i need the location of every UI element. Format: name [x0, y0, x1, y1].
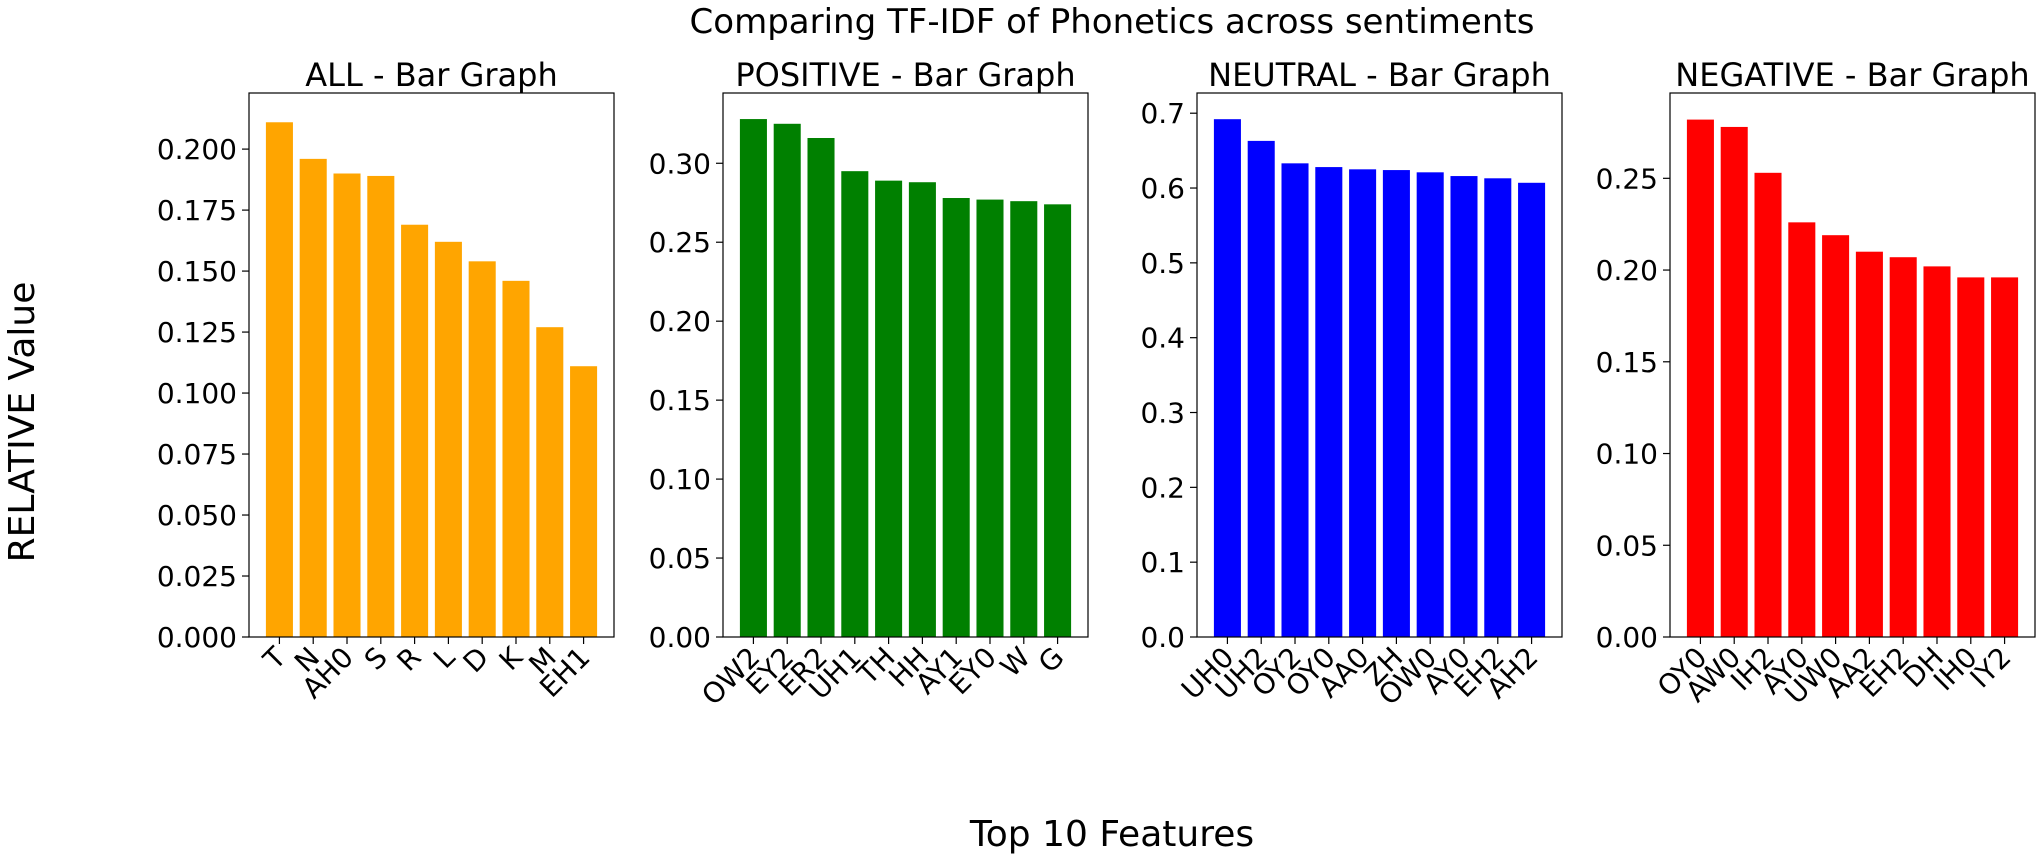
x-tick-label-l: L	[427, 640, 462, 675]
bar-t	[265, 122, 293, 637]
bar-r	[401, 224, 429, 638]
y-tick-label: 0.4	[1140, 322, 1185, 355]
bar-m	[536, 327, 564, 637]
bar-eh2	[1484, 178, 1512, 638]
x-tick-label-iy2: IY2	[1964, 641, 2018, 695]
bar-eh2	[1889, 257, 1917, 637]
bar-ay0	[1788, 222, 1816, 637]
y-tick-label: 0.050	[157, 499, 237, 532]
bar-eh1	[570, 366, 598, 637]
bar-ah0	[333, 173, 361, 637]
subplots: 0.000 0.025 0.050 0.075 0.100 0.125 0.150 0.175…	[157, 56, 2036, 712]
subplot-2: 0.000.050.100.150.200.250.30OW2EY2ER2UH1…	[649, 56, 1089, 712]
y-tick-label: 0.100	[157, 377, 237, 410]
bar-ih0	[1957, 277, 1985, 637]
subplot-3: 0.00.10.20.30.40.50.60.7UH0UH2OY2OY0AA0Z…	[1140, 56, 1563, 712]
subplot-title: ALL - Bar Graph	[305, 56, 557, 94]
bar-w	[1010, 201, 1038, 638]
y-tick-label: 0.05	[649, 542, 711, 575]
y-tick-label: 0.5	[1140, 247, 1185, 280]
axes-frame	[1196, 92, 1563, 638]
x-tick-label-r: R	[390, 641, 427, 678]
figure-y-axis-label: RELATIVE Value	[2, 282, 43, 563]
bar-ey0	[976, 199, 1004, 637]
axes-frame	[248, 92, 615, 638]
bar-uh1	[841, 171, 869, 638]
y-tick-label: 0.30	[649, 147, 711, 180]
subplot-title: NEUTRAL - Bar Graph	[1208, 56, 1551, 94]
subplot-title: POSITIVE - Bar Graph	[735, 56, 1075, 94]
bar-ah2	[1518, 182, 1546, 638]
bar-g	[1044, 204, 1072, 637]
y-tick-label: 0.00	[649, 621, 711, 654]
bar-oy0	[1315, 167, 1343, 637]
y-tick-label: 0.15	[649, 384, 711, 417]
bar-th	[875, 180, 903, 637]
y-tick-label: 0.7	[1140, 97, 1185, 130]
subplot-4: 0.000.050.100.150.200.25OY0AW0IH2AY0UW0A…	[1596, 56, 2036, 711]
x-tick-label-s: S	[358, 641, 394, 677]
bar-k	[502, 280, 530, 637]
x-tick-label-w: W	[994, 641, 1037, 684]
y-tick-label: 0.0	[1140, 621, 1185, 654]
axes-frame	[722, 92, 1089, 638]
y-tick-label: 0.15	[1596, 346, 1658, 379]
bar-er2	[807, 138, 835, 637]
y-tick-label: 0.20	[649, 305, 711, 338]
bar-s	[367, 175, 395, 637]
y-tick-label: 0.000	[157, 621, 237, 654]
x-tick-label-t: T	[256, 640, 293, 677]
y-tick-label: 0.075	[157, 438, 237, 471]
x-tick-label-g: G	[1032, 641, 1071, 680]
bar-zh	[1382, 170, 1410, 637]
bar-dh	[1923, 266, 1951, 637]
y-tick-label: 0.1	[1140, 546, 1185, 579]
y-tick-label: 0.025	[157, 560, 237, 593]
x-tick-label-d: D	[457, 641, 496, 680]
y-tick-label: 0.200	[157, 133, 237, 166]
bar-aw0	[1720, 126, 1748, 637]
axes-frame	[1669, 92, 2036, 638]
bar-ow2	[739, 119, 767, 637]
subplot-1: 0.000 0.025 0.050 0.075 0.100 0.125 0.150 0.175…	[157, 56, 615, 705]
y-tick-label: 0.150	[157, 255, 237, 288]
y-tick-label: 0.6	[1140, 172, 1185, 205]
bar-aa0	[1349, 169, 1377, 637]
bar-ow0	[1416, 172, 1444, 637]
y-tick-label: 0.2	[1140, 471, 1185, 504]
y-tick-label: 0.125	[157, 316, 237, 349]
bar-hh	[908, 182, 936, 637]
figure-x-axis-label: Top 10 Features	[969, 814, 1254, 855]
bar-n	[299, 158, 327, 637]
bar-l	[434, 241, 462, 637]
y-tick-label: 0.10	[649, 463, 711, 496]
y-tick-label: 0.20	[1596, 254, 1658, 287]
subplot-title: NEGATIVE - Bar Graph	[1675, 56, 2029, 94]
bar-oy0	[1686, 119, 1714, 638]
bar-ey2	[773, 123, 801, 638]
y-tick-label: 0.10	[1596, 438, 1658, 471]
bar-iy2	[1991, 277, 2019, 637]
y-tick-label: 0.175	[157, 194, 237, 227]
figure-title: Comparing TF-IDF of Phonetics across sen…	[690, 2, 1535, 42]
y-tick-label: 0.00	[1596, 621, 1658, 654]
y-tick-label: 0.05	[1596, 529, 1658, 562]
bar-ay0	[1450, 176, 1478, 637]
bar-uh2	[1247, 140, 1275, 637]
y-tick-label: 0.3	[1140, 397, 1185, 430]
bar-ay1	[942, 198, 970, 637]
bar-aa2	[1855, 251, 1883, 637]
bar-uw0	[1822, 235, 1850, 637]
bar-oy2	[1281, 163, 1309, 637]
y-tick-label: 0.25	[649, 226, 711, 259]
y-tick-label: 0.25	[1596, 162, 1658, 195]
bar-ih2	[1754, 172, 1782, 637]
bar-uh0	[1213, 119, 1241, 637]
bar-d	[468, 261, 496, 637]
